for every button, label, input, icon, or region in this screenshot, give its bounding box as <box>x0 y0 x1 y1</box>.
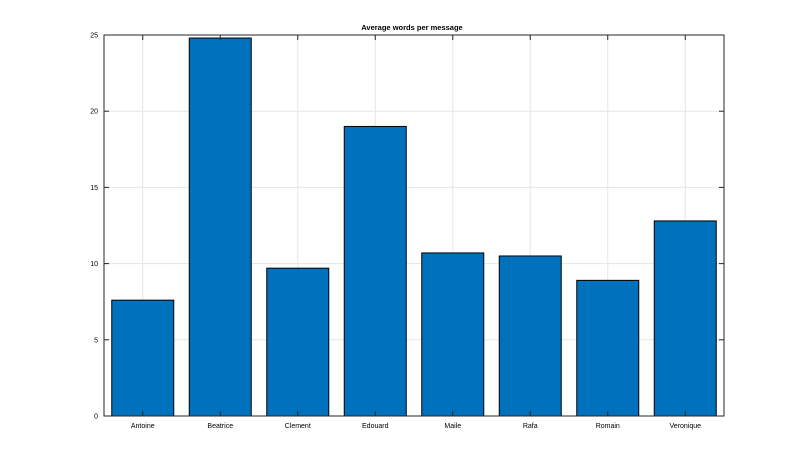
bar-veronique <box>653 220 717 417</box>
y-tick-label: 15 <box>90 185 98 192</box>
bar-rafa <box>498 255 562 417</box>
bar-romain <box>576 279 640 417</box>
y-tick-label: 20 <box>90 109 98 116</box>
bars-layer <box>111 37 717 417</box>
bar-beatrice <box>188 37 252 417</box>
axes-layer <box>103 34 725 417</box>
x-tick-label: Clement <box>285 423 311 430</box>
axes-box <box>103 34 725 417</box>
y-tick-label: 25 <box>90 33 98 40</box>
bar-maile <box>421 252 485 417</box>
x-tick-label: Romain <box>596 423 620 430</box>
y-tick-label: 5 <box>94 337 98 344</box>
bar-edouard <box>343 125 407 417</box>
bar-antoine <box>111 299 175 417</box>
x-tick-label: Edouard <box>362 423 389 430</box>
y-tick-label: 0 <box>94 414 98 421</box>
x-tick-label: Antoine <box>131 423 155 430</box>
chart-title: Average words per message <box>361 23 462 32</box>
x-tick-label: Rafa <box>523 423 538 430</box>
y-tick-label: 10 <box>90 261 98 268</box>
bar-clement <box>266 267 330 417</box>
x-tick-label: Beatrice <box>207 423 233 430</box>
labels-layer: 0 5 10 15 20 25 Antoine Beatrice Clement Edouard M… <box>90 33 701 431</box>
x-tick-label: Maile <box>444 423 461 430</box>
x-tick-label: Veronique <box>669 423 701 430</box>
